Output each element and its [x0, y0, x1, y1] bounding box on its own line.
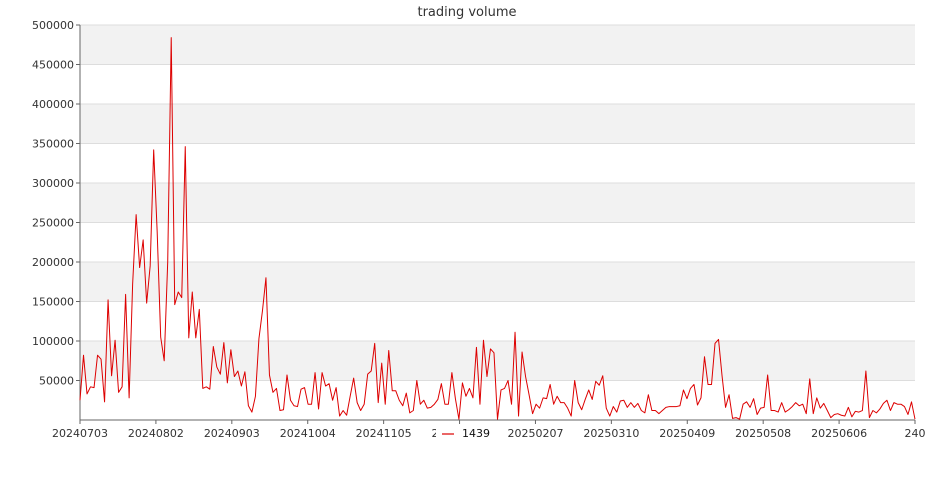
y-tick-label: 400000: [32, 98, 74, 111]
y-tick-label: 300000: [32, 177, 74, 190]
chart-title: trading volume: [417, 5, 516, 20]
background-band: [80, 25, 915, 65]
background-band: [80, 262, 915, 302]
x-tick-label: 20240703: [52, 427, 108, 440]
x-tick-label: 20241105: [356, 427, 412, 440]
background-band: [80, 104, 915, 144]
y-tick-label: 200000: [32, 256, 74, 269]
legend-label: 1439: [462, 427, 490, 440]
legend: 1439: [436, 425, 498, 443]
y-tick-label: 50000: [39, 375, 74, 388]
x-tick-label: 20250310: [583, 427, 639, 440]
y-axis: 50000 100000 150000 200000 250000 300000 35000…: [32, 19, 81, 420]
y-tick-label: 350000: [32, 138, 74, 151]
x-tick-label: 20250606: [811, 427, 867, 440]
x-tick-label: 20250409: [659, 427, 715, 440]
x-tick-label: 20250207: [507, 427, 563, 440]
gridlines: [80, 24, 915, 381]
x-tick-label: 20250508: [735, 427, 791, 440]
series-group: [79, 37, 916, 420]
y-tick-label: 500000: [32, 19, 74, 32]
background-bands: [80, 25, 915, 381]
series-line-1439: [79, 37, 916, 420]
background-band: [80, 341, 915, 381]
y-tick-label: 150000: [32, 296, 74, 309]
x-tick-label: 20241004: [280, 427, 336, 440]
y-tick-label: 450000: [32, 59, 74, 72]
x-tick-label: 240: [905, 427, 926, 440]
legend-background: [436, 425, 498, 443]
x-tick-label: 20240903: [204, 427, 260, 440]
x-tick-label: 20240802: [128, 427, 184, 440]
y-tick-label: 250000: [32, 217, 74, 230]
background-band: [80, 183, 915, 223]
y-tick-label: 100000: [32, 335, 74, 348]
